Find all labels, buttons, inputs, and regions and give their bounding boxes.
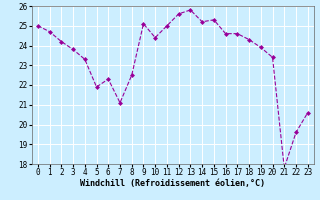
X-axis label: Windchill (Refroidissement éolien,°C): Windchill (Refroidissement éolien,°C) <box>80 179 265 188</box>
